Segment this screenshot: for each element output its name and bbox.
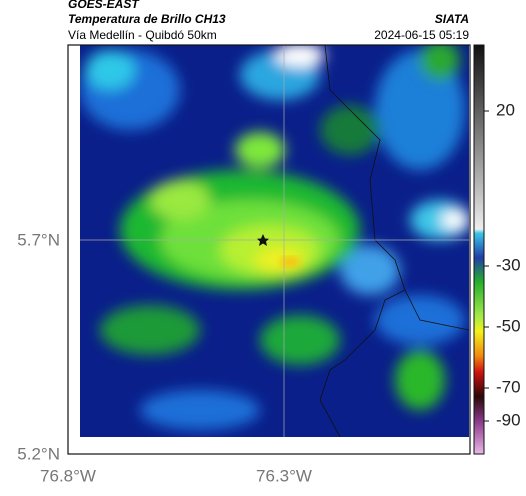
- source: GOES-EAST: [68, 0, 140, 11]
- lat-label: 5.2°N: [17, 444, 60, 463]
- lat-label: 5.7°N: [17, 230, 60, 249]
- timestamp: 2024-06-15 05:19: [374, 28, 469, 42]
- title: Temperatura de Brillo CH13: [68, 12, 226, 26]
- subtitle: Vía Medellín - Quibdó 50km: [68, 28, 217, 42]
- lon-label: 76.8°W: [40, 466, 96, 485]
- satellite-image: [80, 45, 469, 437]
- colorbar-tick-label: -50: [496, 316, 521, 335]
- map-frame: [67, 44, 471, 455]
- colorbar-tick-label: -90: [496, 410, 521, 429]
- colorbar-tick-label: -30: [496, 255, 521, 274]
- lon-label: 76.3°W: [256, 466, 312, 485]
- colorbar: [473, 44, 485, 455]
- colorbar-tick-label: -70: [496, 377, 521, 396]
- agency: SIATA: [435, 12, 469, 26]
- colorbar-tick-label: 20: [496, 100, 515, 119]
